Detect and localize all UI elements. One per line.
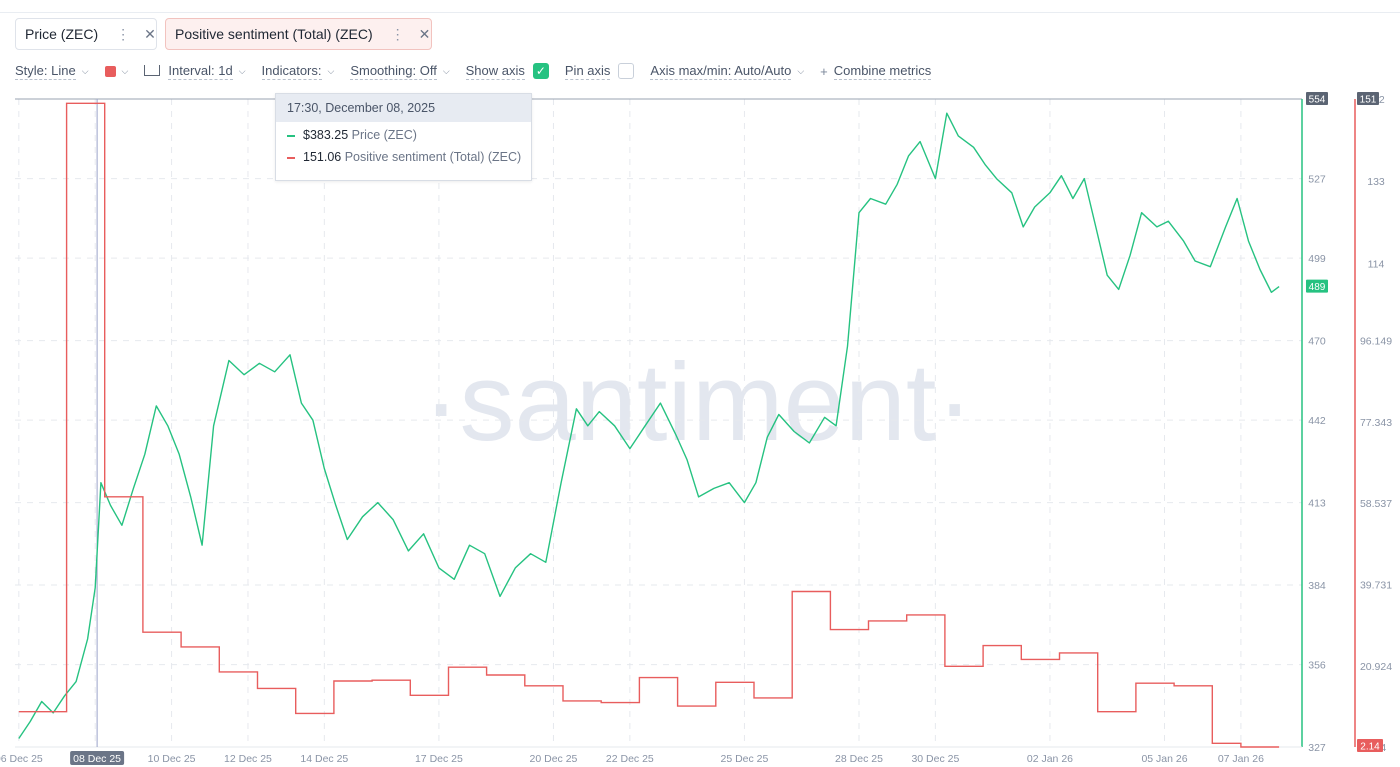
chevron-down-icon: ⌵ xyxy=(238,65,246,76)
close-icon[interactable]: ✕ xyxy=(144,25,156,42)
sentiment-current-badge xyxy=(1357,739,1383,752)
x-tick-label: 17 Dec 25 xyxy=(415,753,463,765)
tooltip-series-name: Positive sentiment (Total) (ZEC) xyxy=(344,150,522,164)
x-tick-label: 22 Dec 25 xyxy=(606,753,654,765)
sentiment-tick-label: 58.537 xyxy=(1360,498,1392,510)
show-axis-toggle[interactable]: Show axis ✓ xyxy=(465,62,549,80)
smoothing-dropdown[interactable]: Smoothing: Off ⌵ xyxy=(350,62,450,80)
more-icon[interactable]: ⋮ xyxy=(390,25,405,42)
series-marker xyxy=(287,134,295,137)
sentiment-tick-label: 96.149 xyxy=(1360,336,1392,348)
chart-canvas[interactable]: ·santiment·3273563844134424704995275552.… xyxy=(0,86,1400,767)
interval-dropdown[interactable]: Interval: 1d ⌵ xyxy=(144,62,246,80)
price-tick-label: 327 xyxy=(1308,742,1326,754)
tooltip-date: 17:30, December 08, 2025 xyxy=(276,94,531,122)
price-tick-label: 384 xyxy=(1308,580,1326,592)
chart-toolbar: Style: Line ⌵ ⌵ Interval: 1d ⌵ Indicator… xyxy=(15,60,947,82)
series-line-price xyxy=(18,112,1280,739)
x-tick-label: 05 Jan 26 xyxy=(1141,753,1187,765)
x-tick-label: 02 Jan 26 xyxy=(1027,753,1073,765)
show-axis-checkbox[interactable]: ✓ xyxy=(532,63,549,79)
x-tick-label: 07 Jan 26 xyxy=(1218,753,1264,765)
chevron-down-icon: ⌵ xyxy=(442,65,450,76)
metric-chip-price[interactable]: Price (ZEC) ⋮ ✕ xyxy=(15,18,157,50)
top-bar xyxy=(0,0,1400,13)
interval-label: Interval: 1d xyxy=(168,62,233,80)
sentiment-max-badge xyxy=(1357,92,1379,105)
price-tick-label: 442 xyxy=(1308,415,1326,427)
pin-axis-toggle[interactable]: Pin axis xyxy=(564,62,635,80)
axis-maxmin-dropdown[interactable]: Axis max/min: Auto/Auto ⌵ xyxy=(650,63,804,80)
color-dropdown[interactable]: ⌵ xyxy=(104,65,129,77)
price-current-badge xyxy=(1306,279,1328,293)
sentiment-current-badge-text: 2.14 xyxy=(1360,742,1380,753)
chevron-down-icon: ⌵ xyxy=(81,65,89,76)
price-current-badge-text: 489 xyxy=(1309,282,1326,293)
pin-axis-checkbox[interactable] xyxy=(618,63,635,79)
crosshair-date-label: 08 Dec 25 xyxy=(73,753,121,765)
watermark: ·santiment· xyxy=(423,341,973,464)
axis-maxmin-label: Axis max/min: Auto/Auto xyxy=(650,62,792,80)
show-axis-label: Show axis xyxy=(465,62,525,80)
metric-chip-sentiment[interactable]: Positive sentiment (Total) (ZEC) ⋮ ✕ xyxy=(165,18,432,50)
more-icon[interactable]: ⋮ xyxy=(116,25,131,42)
price-tick-label: 413 xyxy=(1308,498,1326,510)
indicators-dropdown[interactable]: Indicators: ⌵ xyxy=(261,62,335,80)
tooltip-row-sentiment: 151.06 Positive sentiment (Total) (ZEC) xyxy=(276,148,531,166)
style-dropdown[interactable]: Style: Line ⌵ xyxy=(15,63,89,80)
price-tick-label: 470 xyxy=(1308,336,1326,348)
style-label: Style: Line xyxy=(15,62,76,80)
chevron-down-icon: ⌵ xyxy=(121,65,129,76)
metric-chip-label: Positive sentiment (Total) (ZEC) xyxy=(175,26,373,42)
chevron-down-icon: ⌵ xyxy=(327,65,335,76)
tooltip-value: $383.25 xyxy=(303,128,349,142)
x-tick-label: 12 Dec 25 xyxy=(224,753,272,765)
x-tick-label: 30 Dec 25 xyxy=(911,753,959,765)
plus-icon: + xyxy=(820,63,828,79)
sentiment-tick-label: 20.924 xyxy=(1360,661,1392,673)
x-tick-label: 14 Dec 25 xyxy=(300,753,348,765)
x-tick-label: 06 Dec 25 xyxy=(0,753,43,765)
tooltip-row-price: $383.25 Price (ZEC) xyxy=(276,126,531,144)
x-tick-label: 10 Dec 25 xyxy=(148,753,196,765)
sentiment-tick-label: 77.343 xyxy=(1360,417,1392,429)
price-tick-label: 499 xyxy=(1308,253,1326,265)
pin-axis-label: Pin axis xyxy=(564,62,611,80)
series-marker xyxy=(287,156,295,159)
metric-chip-label: Price (ZEC) xyxy=(25,26,99,42)
tooltip-series-name: Price (ZEC) xyxy=(351,128,417,142)
crosshair-date-badge xyxy=(70,751,125,765)
close-icon[interactable]: ✕ xyxy=(418,25,431,42)
x-tick-label: 25 Dec 25 xyxy=(720,753,768,765)
sentiment-tick-label: 133 xyxy=(1367,176,1385,188)
sentiment-max-badge-text: 151 xyxy=(1360,95,1377,106)
x-tick-label: 28 Dec 25 xyxy=(835,753,883,765)
indicators-label: Indicators: xyxy=(261,62,322,80)
price-tick-label: 356 xyxy=(1308,660,1326,672)
combine-metrics-button[interactable]: + Combine metrics xyxy=(820,62,932,80)
price-max-badge xyxy=(1306,92,1328,105)
tooltip-value: 151.06 xyxy=(303,150,342,164)
color-swatch xyxy=(104,65,116,77)
ruler-icon xyxy=(144,64,161,76)
chevron-down-icon: ⌵ xyxy=(797,65,805,76)
combine-metrics-label: Combine metrics xyxy=(833,62,932,80)
sentiment-tick-label: 114 xyxy=(1368,258,1385,270)
price-tick-label: 527 xyxy=(1308,174,1326,186)
price-max-badge-text: 554 xyxy=(1309,95,1326,106)
sentiment-tick-label: 39.731 xyxy=(1360,579,1392,591)
series-line-sentiment xyxy=(18,102,1280,748)
x-tick-label: 20 Dec 25 xyxy=(530,753,578,765)
chart-tooltip: 17:30, December 08, 2025 $383.25 Price (… xyxy=(275,93,532,181)
smoothing-label: Smoothing: Off xyxy=(350,62,437,80)
